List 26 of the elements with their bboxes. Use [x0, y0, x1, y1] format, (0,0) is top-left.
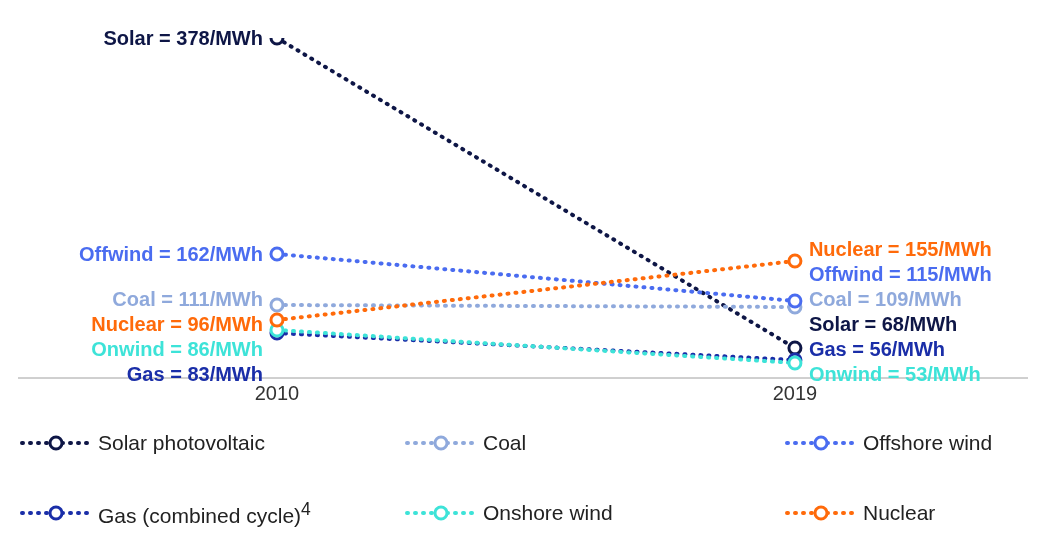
point [787, 253, 803, 269]
data-label: Onwind = 53/MWh [808, 363, 981, 385]
point [269, 312, 285, 328]
data-label: Coal = 111/MWh [112, 288, 263, 310]
legend-label: Onshore wind [483, 501, 613, 525]
data-label: Offwind = 115/MWh [808, 263, 992, 285]
data-label: Offwind = 162/MWh [79, 243, 263, 265]
legend-label: Gas (combined cycle)$^{4}$ [98, 498, 311, 528]
point [269, 246, 285, 262]
data-label: Solar = 68/MWh [808, 313, 958, 335]
legend-label: Solar photovoltaic [98, 431, 265, 455]
data-label: Coal = 109/MWh [808, 288, 962, 310]
legend-label: Nuclear [863, 501, 936, 525]
x-tick-label: 2019 [772, 382, 818, 405]
point [787, 293, 803, 309]
data-label: Gas = 83/MWh [126, 363, 263, 385]
data-label: Nuclear = 155/MWh [808, 238, 992, 260]
data-label: Gas = 56/MWh [808, 338, 946, 360]
legend-label: Offshore wind [863, 431, 993, 455]
data-label: Nuclear = 96/MWh [91, 313, 263, 335]
x-tick-label: 2010 [254, 382, 300, 405]
data-label: Solar = 378/MWh [103, 27, 263, 49]
point [269, 297, 285, 313]
legend-label: Coal [483, 431, 527, 455]
data-label: Onwind = 86/MWh [91, 338, 263, 360]
point [787, 340, 803, 356]
